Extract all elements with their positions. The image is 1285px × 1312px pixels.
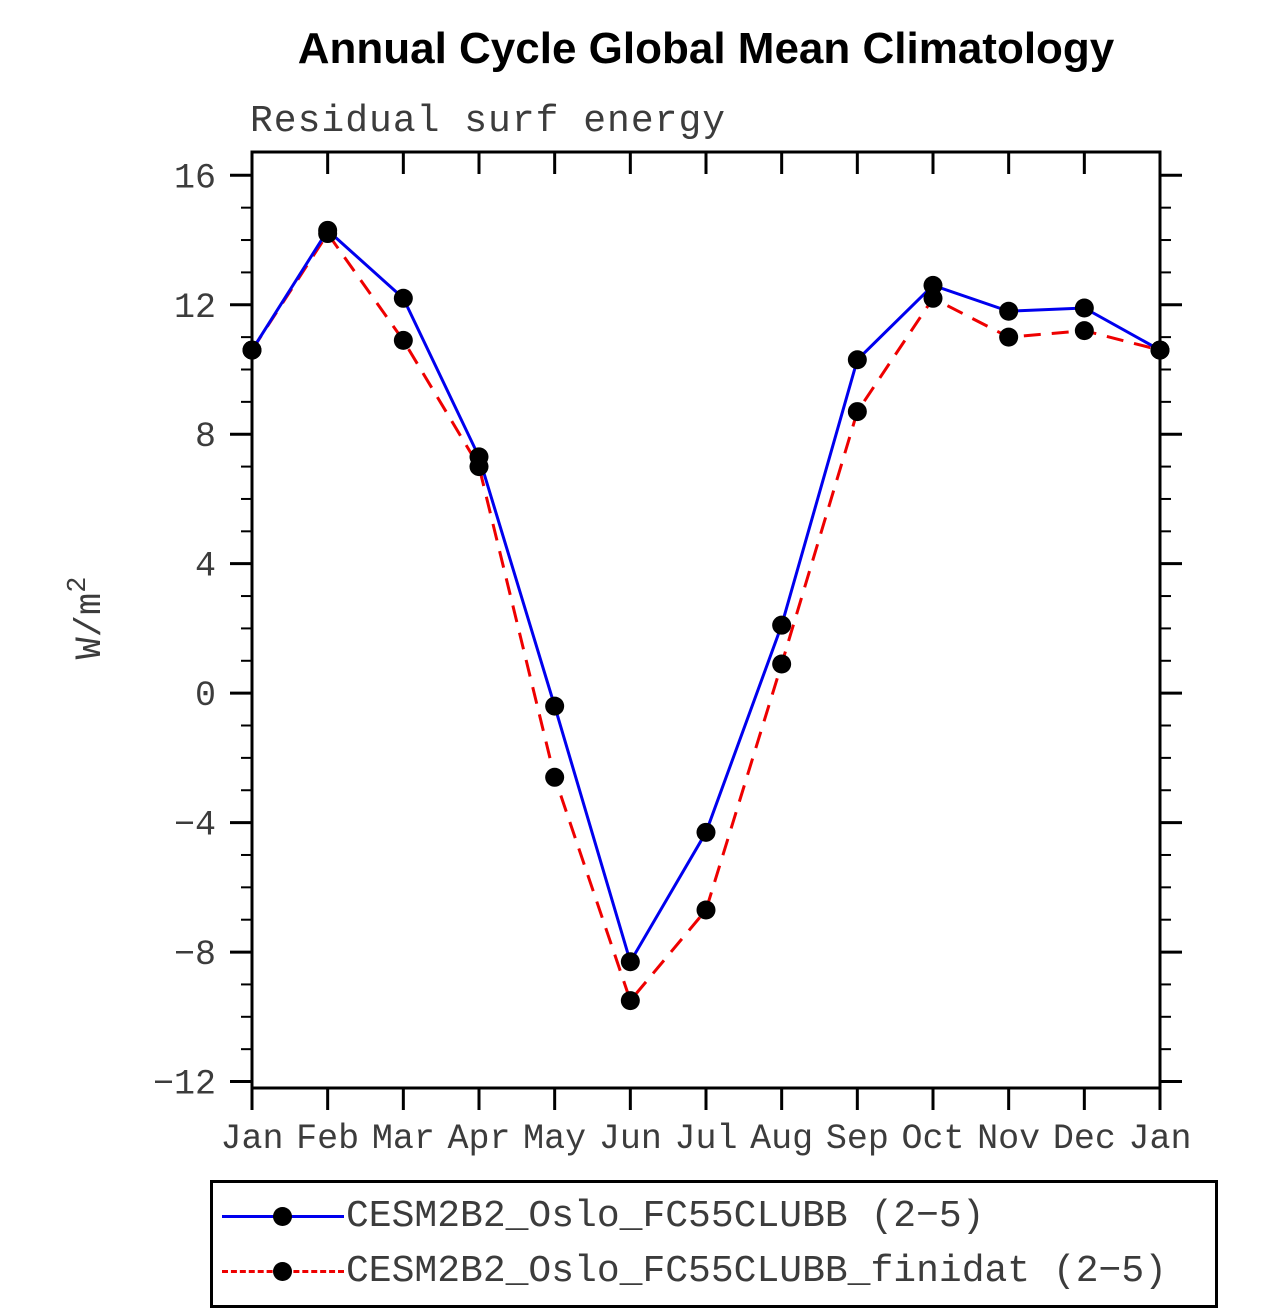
svg-text:Jun: Jun xyxy=(599,1119,662,1159)
svg-text:0: 0 xyxy=(195,676,216,716)
legend-marker-dot xyxy=(273,1206,292,1226)
svg-text:Mar: Mar xyxy=(372,1119,435,1159)
svg-text:Sep: Sep xyxy=(826,1119,889,1159)
svg-text:16: 16 xyxy=(174,158,216,198)
svg-text:−12: −12 xyxy=(153,1065,216,1105)
svg-text:Aug: Aug xyxy=(750,1119,813,1159)
svg-text:Jan: Jan xyxy=(1128,1119,1191,1159)
svg-text:Dec: Dec xyxy=(1053,1119,1116,1159)
svg-text:Apr: Apr xyxy=(447,1119,510,1159)
svg-text:12: 12 xyxy=(174,288,216,328)
svg-text:W/m2: W/m2 xyxy=(64,577,112,660)
legend-label: CESM2B2_Oslo_FC55CLUBB (2−5) xyxy=(346,1194,985,1238)
legend-line-sample-dashed xyxy=(222,1261,344,1282)
legend-item: CESM2B2_Oslo_FC55CLUBB (2−5) xyxy=(222,1194,1215,1238)
svg-text:Feb: Feb xyxy=(296,1119,359,1159)
legend-label: CESM2B2_Oslo_FC55CLUBB_finidat (2−5) xyxy=(346,1250,1167,1294)
svg-text:4: 4 xyxy=(195,547,216,587)
legend-line-sample-solid xyxy=(222,1206,344,1227)
legend-marker-dot xyxy=(273,1262,292,1282)
svg-text:Jan: Jan xyxy=(220,1119,283,1159)
chart-subtitle: Residual surf energy xyxy=(250,100,727,143)
svg-text:−8: −8 xyxy=(174,935,216,975)
legend-item: CESM2B2_Oslo_FC55CLUBB_finidat (2−5) xyxy=(222,1250,1215,1294)
svg-text:Oct: Oct xyxy=(901,1119,964,1159)
svg-text:−4: −4 xyxy=(174,806,216,846)
chart-plot-area: −12 −8 −4 0 4 8 12 16 Jan Feb Mar Apr May Jun Jul Aug Se… xyxy=(64,150,1192,1159)
legend: CESM2B2_Oslo_FC55CLUBB (2−5) CESM2B2_Osl… xyxy=(210,1180,1218,1308)
svg-text:May: May xyxy=(523,1119,586,1159)
svg-text:Jul: Jul xyxy=(674,1119,737,1159)
chart-title: Annual Cycle Global Mean Climatology xyxy=(297,24,1115,73)
svg-text:Nov: Nov xyxy=(977,1119,1040,1159)
svg-text:8: 8 xyxy=(195,417,216,457)
